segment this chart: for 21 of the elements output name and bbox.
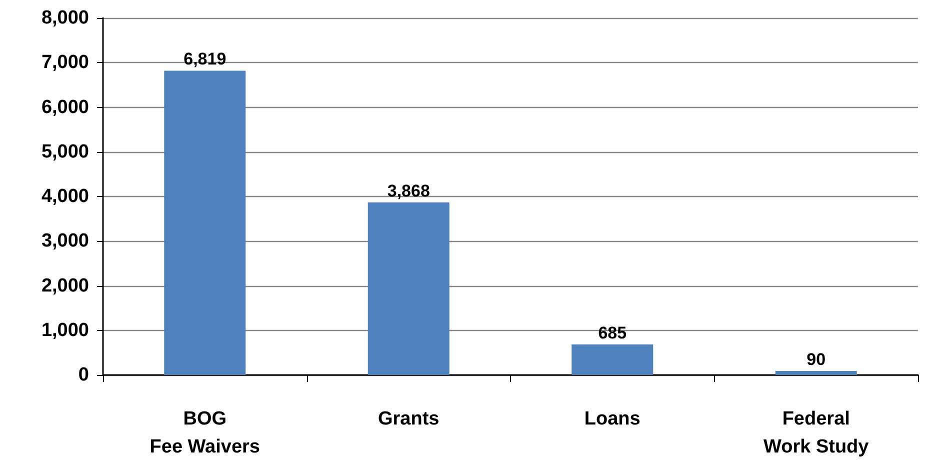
- bar: [368, 202, 450, 375]
- y-tick-label: 8,000: [41, 8, 89, 28]
- bar: [164, 70, 246, 375]
- y-tick-label: 6,000: [41, 96, 89, 118]
- x-tick-label: Federal Work Study: [764, 408, 870, 458]
- data-label: 90: [806, 350, 826, 369]
- x-tick-label: Grants: [378, 408, 440, 430]
- x-tick-label: Loans: [584, 408, 640, 430]
- y-tick-label: 1,000: [41, 320, 89, 341]
- bar: [775, 370, 857, 375]
- x-tick-label: BOG Fee Waivers: [150, 408, 260, 458]
- y-tick-label: 0: [78, 364, 89, 386]
- data-label: 3,868: [387, 181, 430, 200]
- y-tick-label: 3,000: [41, 230, 89, 252]
- data-label: 6,819: [184, 50, 226, 69]
- y-tick-label: 2,000: [41, 275, 89, 296]
- data-label: 685: [598, 323, 627, 342]
- y-tick-label: 5,000: [41, 141, 89, 162]
- y-tick-label: 4,000: [41, 186, 89, 207]
- bar: [572, 344, 654, 375]
- y-tick-label: 7,000: [41, 52, 89, 74]
